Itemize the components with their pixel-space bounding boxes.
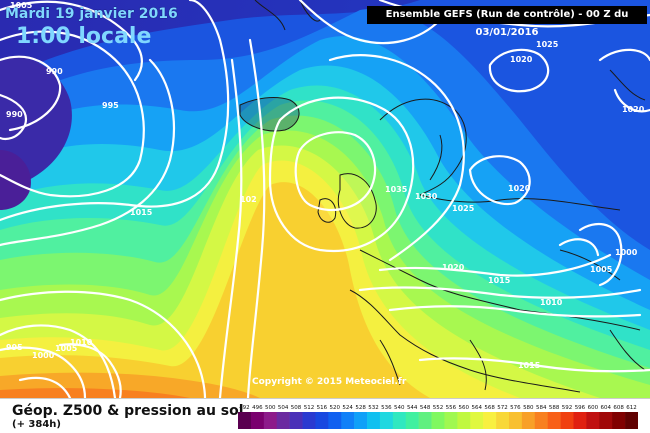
legend-tick-label: 496 (252, 405, 263, 411)
isobar-label: 1010 (540, 298, 563, 307)
legend-swatch (483, 412, 497, 429)
legend-tick-label: 524 (342, 405, 353, 411)
legend-swatch (367, 412, 381, 429)
legend-tick-label: 536 (381, 405, 392, 411)
isobar-label: 1030 (415, 192, 438, 201)
legend-swatch (612, 412, 626, 429)
legend-swatch (379, 412, 394, 429)
legend-tick-label: 596 (575, 405, 586, 411)
isobar-label: 1025 (536, 40, 559, 49)
isobar-label: 995 (102, 101, 119, 110)
legend-tick-label: 508 (291, 405, 302, 411)
legend-tick-label: 548 (420, 405, 431, 411)
isobar-label: 1025 (452, 204, 475, 213)
isobar-label: 990 (46, 67, 63, 76)
legend-swatch (431, 412, 445, 429)
isobar-label: 995 (6, 343, 23, 352)
legend-tick-label: 544 (407, 405, 418, 411)
legend-swatch (354, 412, 368, 429)
legend-swatch (289, 412, 303, 429)
isobar-labels: 1005 990 990 995 1015 102 1035 1030 1025… (6, 1, 645, 370)
isobar-label: 1020 (622, 105, 645, 114)
legend-tick-label: 516 (317, 405, 328, 411)
legend-swatch (547, 412, 561, 429)
legend-tick-label: 520 (330, 405, 341, 411)
legend-swatch (560, 412, 574, 429)
legend-swatch (625, 412, 638, 429)
isobar-label: 1005 (55, 344, 78, 353)
legend-swatch (508, 412, 523, 429)
legend-tick-label: 504 (278, 405, 289, 411)
isobar-label: 1020 (508, 184, 531, 193)
legend-swatch (457, 412, 471, 429)
legend-swatch (392, 412, 407, 429)
legend-swatch (405, 412, 419, 429)
legend-tick-label: 572 (497, 405, 508, 411)
legend-swatch (599, 412, 613, 429)
isobar-label: 1020 (510, 55, 533, 64)
legend-swatch (444, 412, 458, 429)
legend-swatch (263, 412, 278, 429)
copyright-notice: Copyright © 2015 Meteociel.fr (252, 377, 407, 387)
legend-tick-label: 604 (600, 405, 611, 411)
legend-tick-label: 532 (368, 405, 379, 411)
legend-swatch (496, 412, 510, 429)
isobar-label: 990 (6, 110, 23, 119)
legend-tick-label: 560 (459, 405, 470, 411)
legend-swatch (276, 412, 290, 429)
legend-tick-label: 584 (536, 405, 547, 411)
legend-swatch (341, 412, 355, 429)
map-title: Géop. Z500 & pression au sol (12, 403, 244, 419)
isobar-label: 1000 (615, 248, 638, 257)
legend-tick-label: 556 (446, 405, 457, 411)
legend-swatch (573, 412, 587, 429)
geopotential-map: 1005 990 990 995 1015 102 1035 1030 1025… (0, 0, 650, 398)
legend-tick-label: 564 (471, 405, 482, 411)
isobar-label: 1005 (10, 1, 33, 10)
legend-tick-label: 552 (433, 405, 444, 411)
legend-tick-label: 568 (484, 405, 495, 411)
isobar-label: 1010 (70, 338, 93, 347)
forecast-date: Mardi 19 janvier 2016 (5, 6, 178, 22)
legend-tick-label: 600 (588, 405, 599, 411)
isobar-label: 1015 (518, 361, 541, 370)
legend-swatch (302, 412, 316, 429)
legend-tick-label: 608 (613, 405, 624, 411)
legend-tick-label: 576 (510, 405, 521, 411)
isobar-label: 1035 (385, 185, 408, 194)
isobar-label: 1015 (488, 276, 511, 285)
low-pressure-inner (0, 150, 31, 210)
legend-swatch (250, 412, 265, 429)
legend-tick-label: 592 (562, 405, 573, 411)
legend-tick-label: 540 (394, 405, 405, 411)
isobar-label: 1005 (590, 265, 613, 274)
isobar-label: 1020 (442, 263, 465, 272)
legend-swatch (586, 412, 600, 429)
legend-tick-label: 612 (626, 405, 637, 411)
legend-tick-label: 580 (523, 405, 534, 411)
isobar-label: 1015 (130, 208, 153, 217)
legend-swatch (315, 412, 329, 429)
legend-swatch (418, 412, 432, 429)
legend-tick-label: 512 (304, 405, 315, 411)
legend-tick-label: 528 (355, 405, 366, 411)
color-scale-legend: 492 496 500 504 508 512 516 520 524 528 532 536 540 5… (238, 405, 638, 429)
legend-tick-label: 588 (549, 405, 560, 411)
legend-swatch (521, 412, 536, 429)
legend-tick-label: 500 (265, 405, 276, 411)
legend-swatch (470, 412, 484, 429)
legend-swatch (534, 412, 548, 429)
coastlines (239, 0, 646, 393)
forecast-time: 1:00 locale (16, 24, 152, 49)
isobar-label: 1000 (32, 351, 55, 360)
legend-swatch (328, 412, 342, 429)
isobar-label: 102 (240, 195, 257, 204)
isobar-lines (0, 0, 650, 398)
legend-tick-label: 492 (239, 405, 250, 411)
forecast-lead-time: (+ 384h) (12, 419, 61, 430)
model-run-label: Ensemble GEFS (Run de contrôle) - 00 Z d… (367, 6, 647, 38)
legend-swatch (238, 412, 252, 429)
